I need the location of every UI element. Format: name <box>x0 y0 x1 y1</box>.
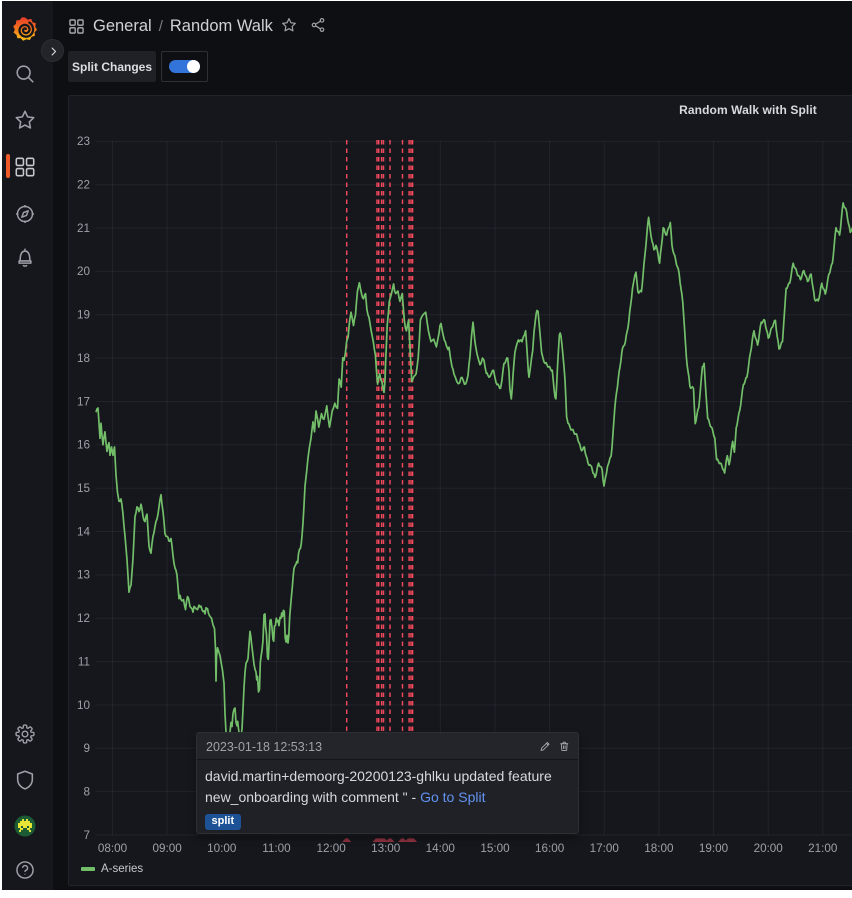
svg-text:10:00: 10:00 <box>207 842 237 855</box>
svg-text:13:00: 13:00 <box>371 842 401 855</box>
svg-text:8: 8 <box>83 785 90 798</box>
svg-text:7: 7 <box>83 829 90 842</box>
svg-text:23: 23 <box>77 135 90 148</box>
svg-text:14:00: 14:00 <box>426 842 456 855</box>
svg-text:13: 13 <box>77 569 90 582</box>
svg-text:10: 10 <box>77 699 91 712</box>
svg-text:18: 18 <box>77 352 90 365</box>
svg-text:16: 16 <box>77 439 90 452</box>
svg-text:20:00: 20:00 <box>754 842 784 855</box>
svg-text:11:00: 11:00 <box>262 842 291 855</box>
svg-text:08:00: 08:00 <box>98 842 128 855</box>
svg-text:21:00: 21:00 <box>808 842 838 855</box>
svg-text:15: 15 <box>77 482 91 495</box>
svg-text:20: 20 <box>77 265 91 278</box>
svg-text:15:00: 15:00 <box>480 842 510 855</box>
svg-text:12: 12 <box>77 612 90 625</box>
svg-text:22: 22 <box>77 179 90 192</box>
svg-text:09:00: 09:00 <box>152 842 182 855</box>
svg-text:21: 21 <box>77 222 90 235</box>
svg-text:19:00: 19:00 <box>699 842 729 855</box>
svg-text:19: 19 <box>77 309 90 322</box>
svg-text:12:00: 12:00 <box>316 842 346 855</box>
svg-text:16:00: 16:00 <box>535 842 565 855</box>
svg-text:18:00: 18:00 <box>644 842 674 855</box>
svg-text:17:00: 17:00 <box>590 842 620 855</box>
svg-text:9: 9 <box>83 742 90 755</box>
svg-text:17: 17 <box>77 395 90 408</box>
svg-text:11: 11 <box>78 655 90 668</box>
svg-text:14: 14 <box>77 525 91 538</box>
